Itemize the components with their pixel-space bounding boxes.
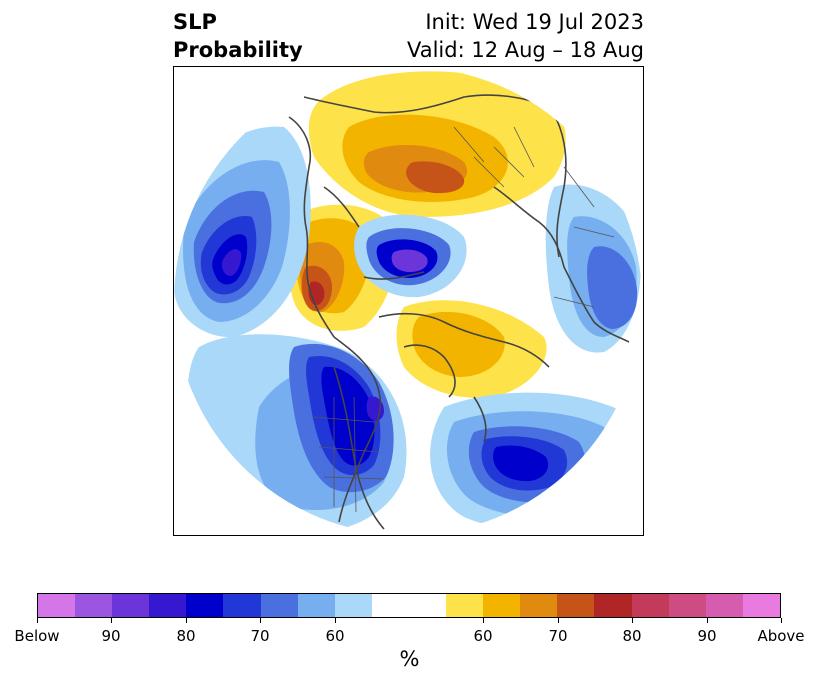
coastlines xyxy=(288,94,630,530)
colorbar-segment xyxy=(38,594,76,617)
colorbar-tick-label: 70 xyxy=(250,627,270,645)
title-block: SLP Probability xyxy=(173,8,303,64)
init-date: Init: Wed 19 Jul 2023 xyxy=(425,10,644,34)
colorbar-tick-mark xyxy=(707,618,708,623)
colorbar-tick-mark xyxy=(781,618,782,623)
below-region-northwest-85 xyxy=(221,249,242,276)
colorbar-tick-mark xyxy=(37,618,38,623)
below-region-southwest-80 xyxy=(321,366,375,466)
colorbar xyxy=(37,593,781,618)
colorbar-segment xyxy=(705,594,743,617)
colorbar-tick-mark xyxy=(260,618,261,623)
colorbar-segment xyxy=(631,594,669,617)
colorbar-segment xyxy=(334,594,372,617)
below-region-east-70 xyxy=(587,246,638,329)
colorbar-tick-label: 80 xyxy=(176,627,196,645)
colorbar-tick-mark xyxy=(558,618,559,623)
polar-map-svg xyxy=(174,67,642,535)
colorbar-segment xyxy=(223,594,261,617)
colorbar-segment xyxy=(483,594,521,617)
colorbar-tick-label: 90 xyxy=(697,627,717,645)
below-region-center-90 xyxy=(391,249,428,272)
colorbar-tick-mark xyxy=(632,618,633,623)
colorbar-segment xyxy=(371,594,409,617)
colorbar-tick-label: 60 xyxy=(325,627,345,645)
colorbar-segment xyxy=(75,594,113,617)
colorbar-segment xyxy=(446,594,484,617)
borders xyxy=(313,126,615,513)
colorbar-segment xyxy=(186,594,224,617)
colorbar-segment xyxy=(297,594,335,617)
colorbar-segment xyxy=(594,594,632,617)
colorbar-tick-label: 60 xyxy=(473,627,493,645)
title-line-1: SLP xyxy=(173,10,217,34)
colorbar-segment xyxy=(408,594,447,617)
colorbar-segment xyxy=(742,594,780,617)
title-line-2: Probability xyxy=(173,38,303,62)
colorbar-unit-label: % xyxy=(399,647,420,671)
colorbar-segment xyxy=(520,594,558,617)
colorbar-segment xyxy=(668,594,706,617)
colorbar-tick-label: Above xyxy=(757,627,805,645)
colorbar-segment xyxy=(149,594,187,617)
colorbar-tick-mark xyxy=(335,618,336,623)
colorbar-segment xyxy=(557,594,595,617)
probability-map xyxy=(173,66,644,536)
colorbar-tick-label: 80 xyxy=(622,627,642,645)
colorbar-tick-mark xyxy=(186,618,187,623)
above-region-north-75 xyxy=(406,161,465,194)
colorbar-tick-label: 90 xyxy=(101,627,121,645)
colorbar-tick-mark xyxy=(483,618,484,623)
colorbar-segment xyxy=(260,594,298,617)
colorbar-tick-label: 70 xyxy=(548,627,568,645)
above-region-east-60 xyxy=(412,311,505,377)
colorbar-tick-mark xyxy=(111,618,112,623)
valid-date-range: Valid: 12 Aug – 18 Aug xyxy=(406,38,644,62)
below-region-southeast-80 xyxy=(493,445,549,482)
colorbar-tick-label: Below xyxy=(14,627,60,645)
date-block: Init: Wed 19 Jul 2023 Valid: 12 Aug – 18… xyxy=(407,8,644,64)
colorbar-segment xyxy=(112,594,150,617)
